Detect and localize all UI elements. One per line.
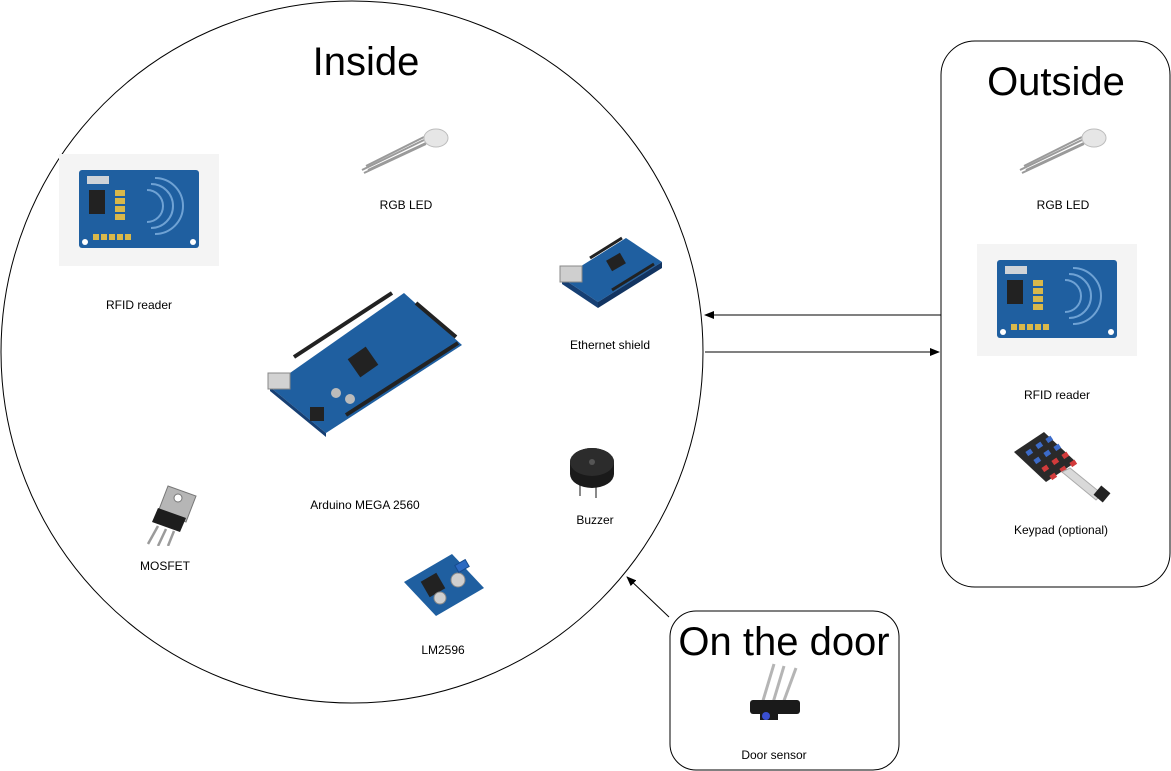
rfid-reader-icon bbox=[977, 244, 1137, 356]
door-title: On the door bbox=[678, 620, 890, 664]
rfid-reader-icon bbox=[59, 154, 219, 266]
buzzer-icon bbox=[570, 448, 614, 498]
arduino-label: Arduino MEGA 2560 bbox=[310, 498, 420, 512]
keypad-label: Keypad (optional) bbox=[1013, 523, 1109, 537]
ethernet-shield-icon bbox=[559, 236, 662, 308]
outside-box bbox=[940, 40, 1171, 588]
door-sensor-icon bbox=[750, 663, 800, 720]
buzzer-label: Buzzer bbox=[576, 513, 614, 527]
arrow-door-to-inside bbox=[626, 576, 670, 618]
ethernet-shield-label: Ethernet shield bbox=[569, 338, 651, 352]
outside-rfid-label: RFID reader bbox=[1023, 388, 1091, 402]
outside-rgb-led-label: RGB LED bbox=[1036, 198, 1090, 212]
door-box bbox=[669, 610, 900, 771]
mosfet-label: MOSFET bbox=[140, 559, 190, 573]
inside-title: Inside bbox=[312, 40, 420, 84]
voltage-regulator-icon bbox=[404, 554, 484, 616]
lm2596-label: LM2596 bbox=[421, 643, 465, 657]
mosfet-icon bbox=[146, 485, 197, 546]
rgb-led-icon bbox=[1019, 128, 1107, 174]
inside-rgb-led-label: RGB LED bbox=[379, 198, 433, 212]
door-sensor-label: Door sensor bbox=[741, 748, 807, 762]
inside-rfid-label: RFID reader bbox=[105, 298, 173, 312]
keypad-icon bbox=[1014, 432, 1111, 503]
arduino-board-icon bbox=[267, 291, 462, 437]
rgb-led-icon bbox=[361, 128, 449, 174]
outside-title: Outside bbox=[987, 60, 1125, 104]
inside-circle bbox=[0, 0, 704, 704]
